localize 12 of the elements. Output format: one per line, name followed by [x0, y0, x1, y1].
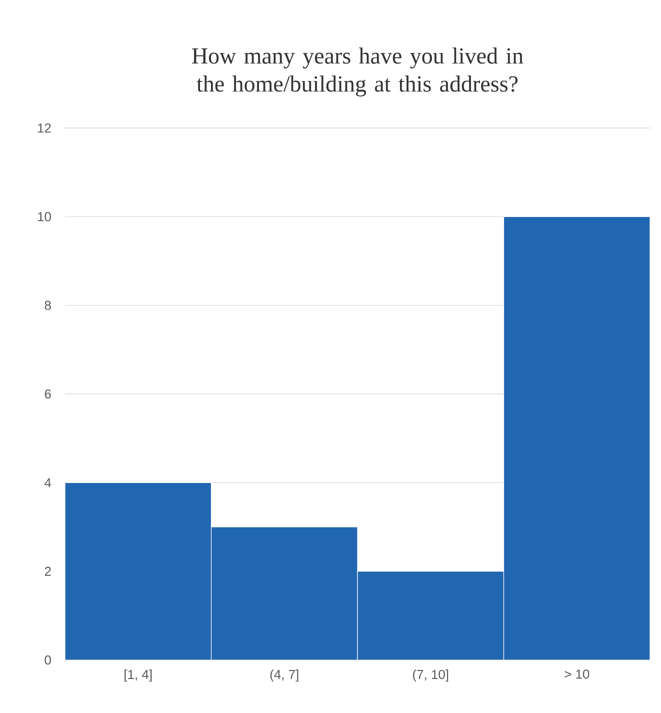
x-tick-label: (4, 7] — [270, 670, 298, 682]
x-tick-label: [1, 4] — [124, 670, 152, 682]
y-tick-label: 6 — [44, 389, 51, 399]
chart-title: How many years have you lived in the home/building at this address? — [192, 48, 524, 96]
x-tick-label: > 10 — [564, 670, 590, 679]
y-tick-label: 0 — [44, 655, 51, 665]
y-tick-label: 12 — [38, 123, 51, 133]
y-tick-label: 2 — [44, 566, 51, 576]
y-tick-label: 10 — [38, 212, 51, 222]
x-tick-label: (7, 10] — [412, 670, 448, 682]
y-tick-label: 4 — [44, 478, 52, 488]
y-tick-label: 8 — [44, 300, 51, 310]
